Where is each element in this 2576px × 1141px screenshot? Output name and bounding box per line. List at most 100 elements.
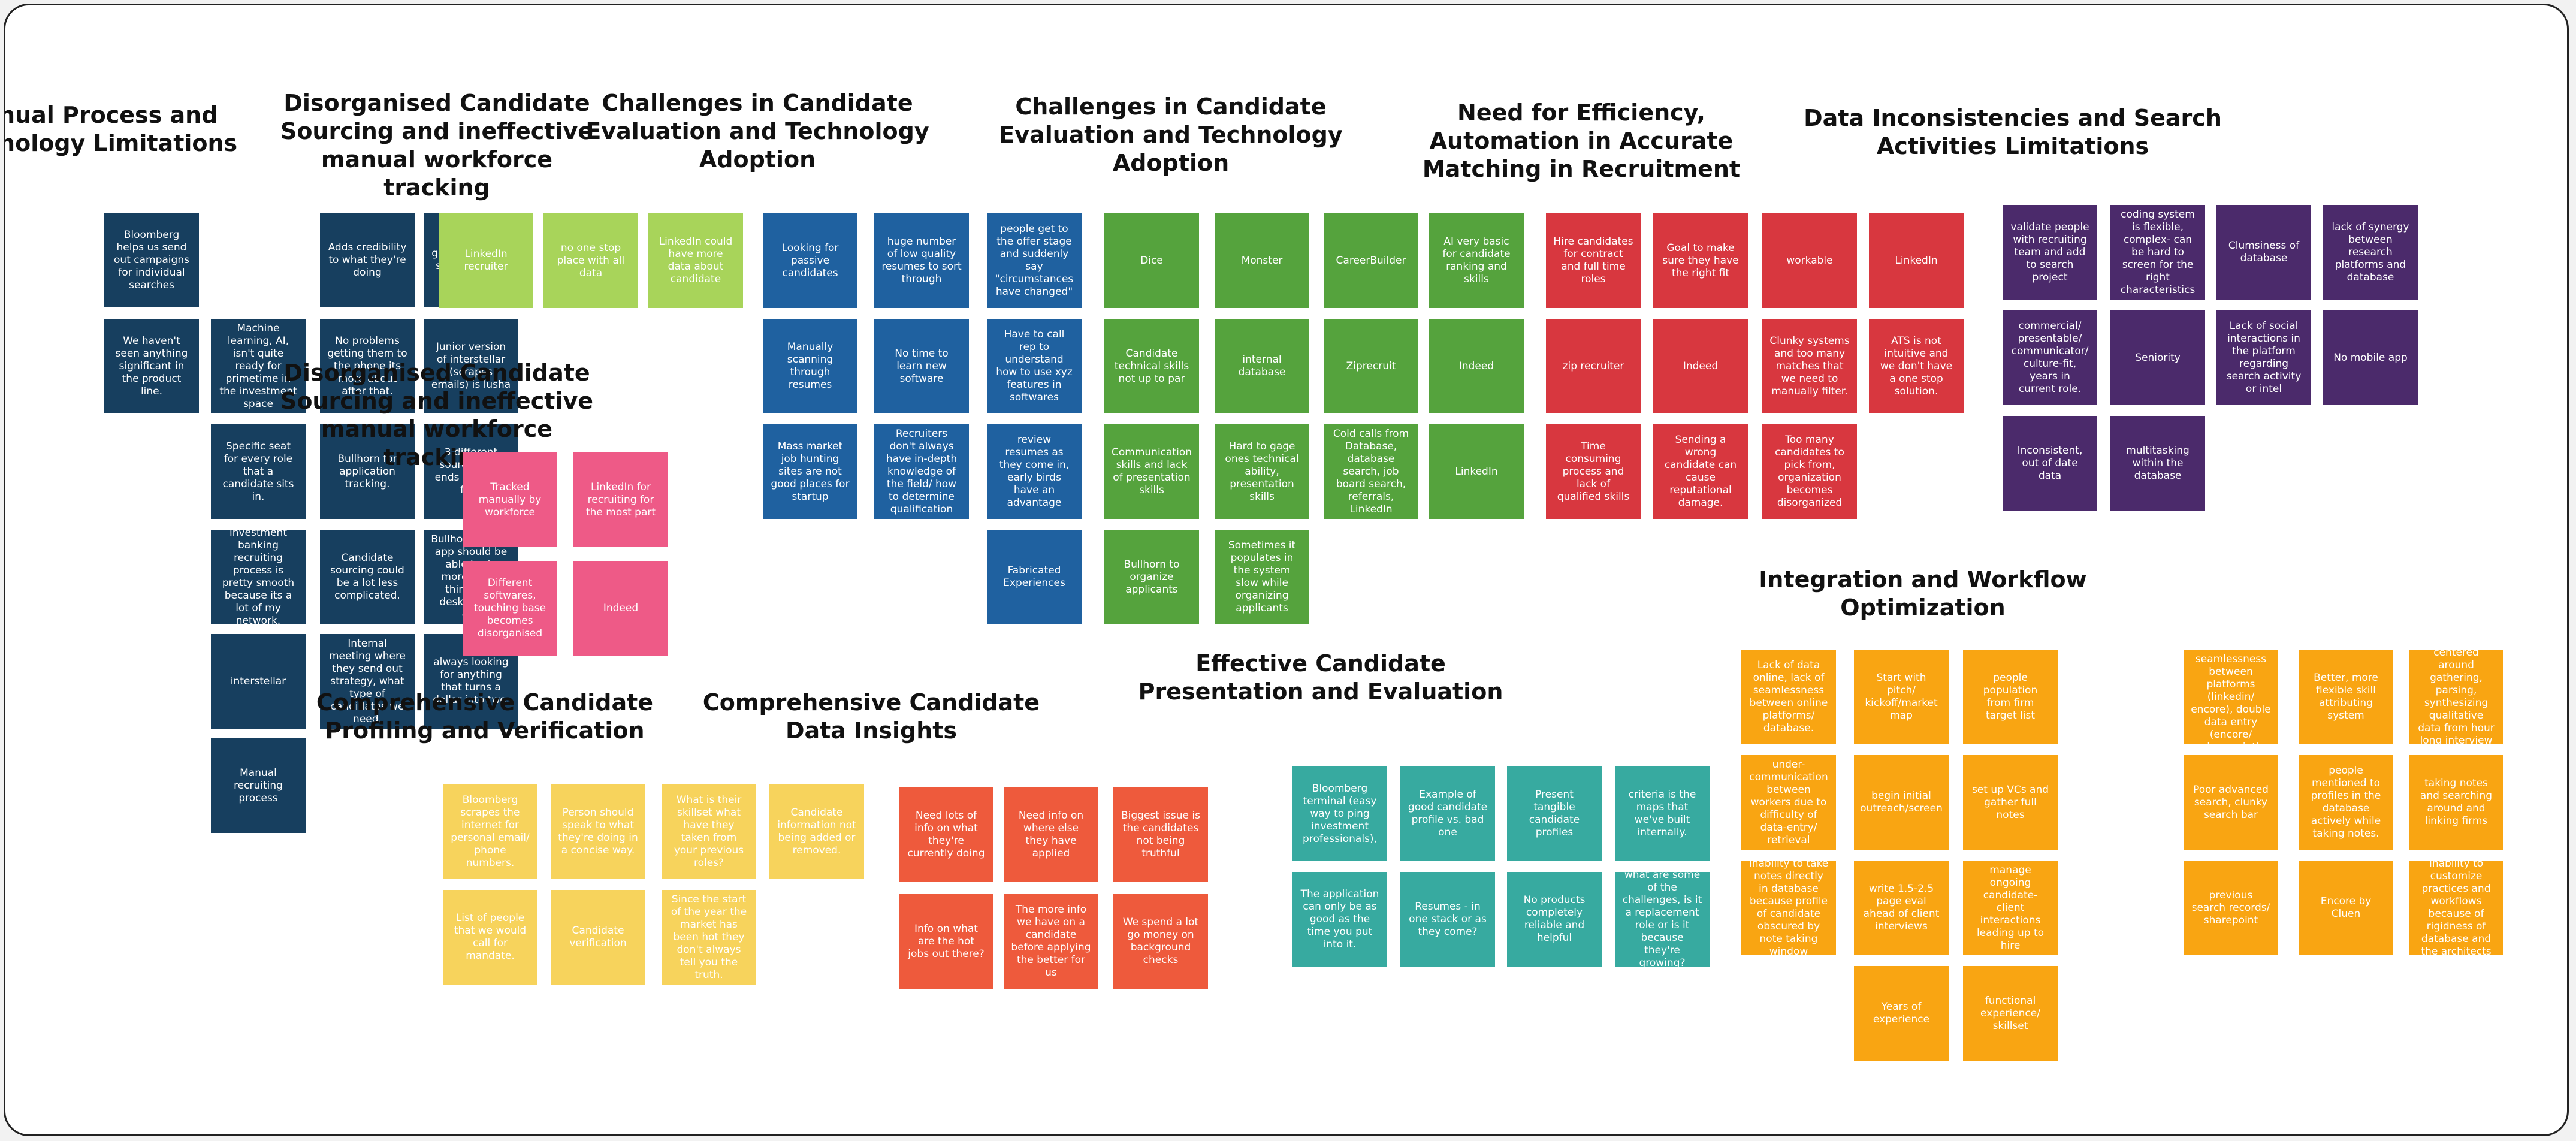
sticky-note[interactable]: internal database [1215,319,1309,413]
sticky-note[interactable]: people mentioned to profiles in the data… [2299,755,2393,850]
sticky-note[interactable]: Ziprecruit [1324,319,1418,413]
sticky-note[interactable]: No products completely reliable and help… [1507,872,1602,967]
sticky-note[interactable]: review resumes as they come in, early bi… [987,424,1082,519]
sticky-note[interactable]: validate people with recruiting team and… [2003,205,2097,300]
sticky-note[interactable]: Time consuming process and lack of quali… [1546,424,1641,519]
sticky-note[interactable]: criteria is the maps that we've built in… [1615,766,1710,861]
sticky-note[interactable]: Monster [1215,213,1309,308]
sticky-note[interactable]: taking notes and searching around and li… [2409,755,2503,850]
sticky-note[interactable]: Machine learning, AI, isn't quite ready … [211,319,306,413]
sticky-note[interactable]: multitasking within the database [2110,416,2205,511]
sticky-note[interactable]: Bloomberg helps us send out campaigns fo… [104,213,199,307]
sticky-note[interactable]: lack of synergy between research platfor… [2323,205,2418,300]
sticky-note[interactable]: LinkedIn for recruiting for the most par… [573,452,668,547]
sticky-note[interactable]: Years of experience [1854,966,1949,1061]
sticky-note[interactable]: Need lots of info on what they're curren… [899,787,993,882]
sticky-note[interactable]: Sometimes it populates in the system slo… [1215,530,1309,624]
affinity-board[interactable]: Manual Process and Technology Limitation… [4,4,2569,1136]
sticky-note[interactable]: Bloomberg scrapes the internet for perso… [443,784,537,879]
sticky-note[interactable]: Info on what are the hot jobs out there? [899,894,993,989]
sticky-note[interactable]: Biggest issue is the candidates not bein… [1113,787,1208,882]
sticky-note[interactable]: We spend a lot go money on background ch… [1113,894,1208,989]
sticky-note[interactable]: Inability to customize practices and wor… [2409,861,2503,955]
sticky-note[interactable]: LinkedIn [1429,424,1524,519]
sticky-note[interactable]: Specific seat for every role that a cand… [211,424,306,519]
sticky-note[interactable]: Since the start of the year the market h… [662,890,756,985]
sticky-note[interactable]: LinkedIn [1869,213,1964,308]
sticky-note[interactable]: Manual recruiting process [211,738,306,833]
sticky-note[interactable]: Better, more flexible skill attributing … [2299,650,2393,744]
sticky-note[interactable]: No mobile app [2323,310,2418,405]
sticky-note[interactable]: under-communication between workers due … [1741,755,1836,850]
sticky-note[interactable]: Seniority [2110,310,2205,405]
sticky-note[interactable]: Internal meeting where they send out str… [320,634,415,729]
sticky-note[interactable]: previous search records/ sharepoint [2184,861,2278,955]
sticky-note[interactable]: Inconsistent, out of date data [2003,416,2097,511]
sticky-note[interactable]: Candidate technical skills not up to par [1104,319,1199,413]
sticky-note[interactable]: set up VCs and gather full notes [1963,755,2058,850]
sticky-note[interactable]: Cold calls from Database, database searc… [1324,424,1418,519]
sticky-note[interactable]: Different softwares, touching base becom… [463,561,557,656]
sticky-note[interactable]: Indeed [1429,319,1524,413]
sticky-note[interactable]: Hard to gage ones technical ability, pre… [1215,424,1309,519]
sticky-note[interactable]: zip recruiter [1546,319,1641,413]
sticky-note[interactable]: Goal to make sure they have the right fi… [1653,213,1748,308]
sticky-note[interactable]: Candidate verification [551,890,645,985]
sticky-note[interactable]: Indeed [1653,319,1748,413]
sticky-note[interactable]: Have to call rep to understand how to us… [987,319,1082,413]
sticky-note[interactable]: Recruiters don't always have in-depth kn… [874,424,969,519]
sticky-note[interactable]: Poor advanced search, clunky search bar [2184,755,2278,850]
sticky-note[interactable]: CareerBuilder [1324,213,1418,308]
sticky-note[interactable]: What is their skillset what have they ta… [662,784,756,879]
sticky-note[interactable]: Encore by Cluen [2299,861,2393,955]
sticky-note[interactable]: Fabricated Experiences [987,530,1082,624]
sticky-note[interactable]: Bullhorn to organize applicants [1104,530,1199,624]
sticky-note[interactable]: Person should speak to what they're doin… [551,784,645,879]
sticky-note[interactable]: functional experience/ skillset [1963,966,2058,1061]
sticky-note[interactable]: Adds credibility to what they're doing [320,213,415,307]
sticky-note[interactable]: Lack of data online, lack of seamlessnes… [1741,650,1836,744]
sticky-note[interactable]: A database centered around gathering, pa… [2409,650,2503,744]
sticky-note[interactable]: Need info on where else they have applie… [1004,787,1098,882]
sticky-note[interactable]: Start with pitch/ kickoff/market map [1854,650,1949,744]
sticky-note[interactable]: The more info we have on a candidate bef… [1004,894,1098,989]
sticky-note[interactable]: AI very basic for candidate ranking and … [1429,213,1524,308]
sticky-note[interactable]: Inability to take notes directly in data… [1741,861,1836,955]
sticky-note[interactable]: begin initial outreach/screen [1854,755,1949,850]
sticky-note[interactable]: Junior version of interstellar (scrapes … [424,319,518,413]
sticky-note[interactable]: Bloomberg terminal (easy way to ping inv… [1292,766,1387,861]
sticky-note[interactable]: No problems getting them to the phone it… [320,319,415,413]
sticky-note[interactable]: LinkedIn recruiter [439,213,533,308]
sticky-note[interactable]: Lack of seamlessness between platforms (… [2184,650,2278,744]
sticky-note[interactable]: investment banking recruiting process is… [211,530,306,624]
sticky-note[interactable]: manage ongoing candidate-client interact… [1963,861,2058,955]
sticky-note[interactable]: We haven't seen anything significant in … [104,319,199,413]
sticky-note[interactable]: huge number of low quality resumes to so… [874,213,969,308]
sticky-note[interactable]: List of people that we would call for ma… [443,890,537,985]
sticky-note[interactable]: Mass market job hunting sites are not go… [763,424,857,519]
sticky-note[interactable]: ATS is not intuitive and we don't have a… [1869,319,1964,413]
sticky-note[interactable]: Resumes - in one stack or as they come? [1400,872,1495,967]
sticky-note[interactable]: commercial/ presentable/ communicator/ c… [2003,310,2097,405]
sticky-note[interactable]: Looking for passive candidates [763,213,857,308]
sticky-note[interactable]: Tracked manually by workforce [463,452,557,547]
sticky-note[interactable]: No time to learn new software [874,319,969,413]
sticky-note[interactable]: write 1.5-2.5 page eval ahead of client … [1854,861,1949,955]
sticky-note[interactable]: Dice [1104,213,1199,308]
sticky-note[interactable]: Clumsiness of database [2216,205,2311,300]
sticky-note[interactable]: Candidate sourcing could be a lot less c… [320,530,415,624]
sticky-note[interactable]: workable [1762,213,1857,308]
sticky-note[interactable]: Present tangible candidate profiles [1507,766,1602,861]
sticky-note[interactable]: Candidate information not being added or… [769,784,864,879]
sticky-note[interactable]: Clunky systems and too many matches that… [1762,319,1857,413]
sticky-note[interactable]: Hire candidates for contract and full ti… [1546,213,1641,308]
sticky-note[interactable]: LinkedIn could have more data about cand… [648,213,743,308]
sticky-note[interactable]: Lack of social interactions in the platf… [2216,310,2311,405]
sticky-note[interactable]: no one stop place with all data [543,213,638,308]
sticky-note[interactable]: people get to the offer stage and sudden… [987,213,1082,308]
sticky-note[interactable]: Sending a wrong candidate can cause repu… [1653,424,1748,519]
sticky-note[interactable]: Communication skills and lack of present… [1104,424,1199,519]
sticky-note[interactable]: Too many candidates to pick from, organi… [1762,424,1857,519]
sticky-note[interactable]: interstellar [211,634,306,729]
sticky-note[interactable]: Bullhorn for application tracking. [320,424,415,519]
